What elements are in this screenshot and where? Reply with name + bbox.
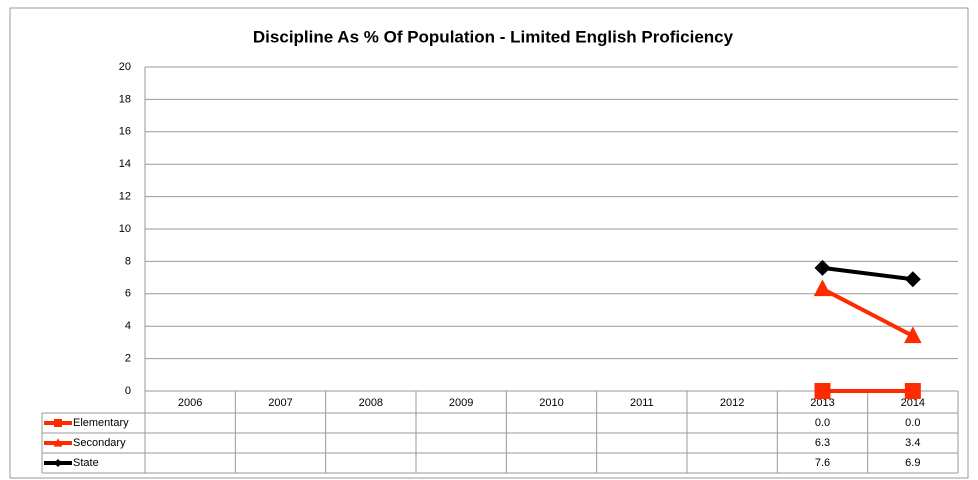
x-tick-label: 2007 (268, 397, 292, 409)
marker (53, 438, 63, 447)
y-tick-label: 20 (119, 61, 131, 73)
table-value: 0.0 (905, 417, 920, 429)
x-tick-label: 2010 (539, 397, 563, 409)
y-tick-label: 10 (119, 223, 131, 235)
x-tick-label: 2008 (359, 397, 383, 409)
table-value: 6.3 (815, 437, 830, 449)
y-tick-label: 18 (119, 93, 131, 105)
table-value: 6.9 (905, 457, 920, 469)
table-value: 3.4 (905, 437, 920, 449)
series-line (822, 265, 914, 282)
x-tick-label: 2006 (178, 397, 202, 409)
series-line (821, 287, 914, 338)
y-tick-label: 14 (119, 158, 131, 170)
y-tick-label: 2 (125, 353, 131, 365)
y-tick-label: 16 (119, 126, 131, 138)
y-tick-label: 4 (125, 320, 131, 332)
marker (814, 383, 831, 399)
y-tick-label: 0 (125, 385, 131, 397)
legend-label: Secondary (73, 437, 126, 449)
y-tick-label: 12 (119, 191, 131, 203)
x-tick-label: 2009 (449, 397, 473, 409)
marker (904, 326, 922, 344)
legend-label: State (73, 457, 99, 469)
chart-title: Discipline As % Of Population - Limited … (253, 27, 734, 46)
marker (814, 259, 831, 276)
marker (813, 279, 832, 297)
y-tick-label: 8 (125, 255, 131, 267)
x-tick-label: 2014 (901, 397, 925, 409)
marker (904, 271, 921, 288)
chart-border (9, 7, 969, 479)
x-tick-label: 2011 (630, 397, 654, 409)
marker (904, 383, 921, 399)
y-tick-label: 6 (125, 288, 131, 300)
x-tick-label: 2012 (720, 397, 744, 409)
table-value: 7.6 (815, 457, 830, 469)
marker (54, 419, 62, 427)
legend-label: Elementary (73, 417, 129, 429)
table-value: 0.0 (815, 417, 830, 429)
marker (54, 459, 62, 467)
x-tick-label: 2013 (810, 397, 834, 409)
